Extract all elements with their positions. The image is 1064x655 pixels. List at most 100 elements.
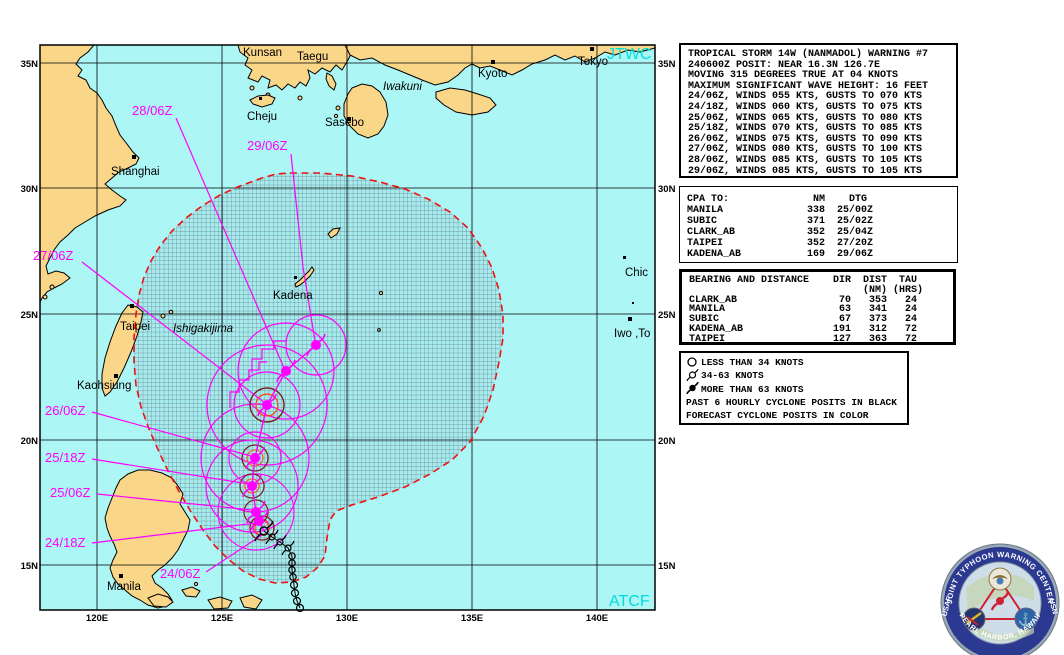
warning-line: 25/06Z, WINDS 065 KTS, GUSTS TO 080 KTS (688, 112, 923, 124)
stepped-wind-radius (251, 340, 286, 373)
legend-panel: LESS THAN 34 KNOTS 34-63 KNOTS MORE THAN… (679, 351, 909, 425)
warning-line: 24/18Z, WINDS 060 KTS, GUSTS TO 075 KTS (688, 101, 923, 113)
seal-top-emblem (988, 567, 1012, 591)
island-ph (207, 596, 233, 610)
island-dot (49, 284, 55, 290)
label-kaohsiung: Kaohsiung (77, 380, 131, 392)
bearing-row: SUBIC 67 373 24 (689, 314, 918, 326)
island-dot (297, 95, 303, 101)
less-than-34-icon (686, 355, 701, 373)
legend-note: FORECAST CYCLONE POSITS IN COLOR (686, 410, 907, 423)
warning-line: TROPICAL STORM 14W (NANMADOL) WARNING #7 (688, 49, 929, 60)
lon-140E: 140E (586, 613, 608, 624)
chichi-marker (623, 256, 626, 259)
iwoto-marker (628, 317, 632, 321)
leader-25-06Z (96, 493, 253, 511)
bearing-header: BEARING AND DISTANCE DIR DIST TAU (689, 275, 918, 286)
warning-line: 25/18Z, WINDS 070 KTS, GUSTS TO 085 KTS (688, 123, 923, 135)
label-cheju: Cheju (247, 111, 277, 123)
leader-28-06Z (175, 117, 285, 369)
lon-120E: 120E (86, 613, 108, 624)
label-28-06Z: 28/06Z (132, 103, 173, 118)
track-dtg-labels: 28/06Z 29/06Z 27/06Z 26/06Z 25/18Z 25/06… (33, 103, 288, 581)
city-labels: Kunsan Taegu Cheju Shanghai Kyoto Tokyo … (77, 47, 650, 593)
label-26-06Z: 26/06Z (45, 403, 86, 418)
typhoon-gt-63-icon (686, 381, 701, 399)
seal-map-art (964, 573, 1034, 642)
leader-lines (81, 117, 316, 573)
jtwc-seal: ⚓ ★ JOINT TYPHOON WARNING CENTER ★ PEARL… (936, 543, 1060, 655)
label-27-06Z: 27/06Z (33, 248, 74, 263)
cpa-panel: CPA TO: NM DTG MANILA 338 25/00Z SUBIC 3… (679, 186, 958, 263)
label-kyoto: Kyoto (478, 68, 507, 80)
label-iwakuni: Iwakuni (383, 81, 422, 93)
island-dot (378, 290, 384, 296)
jtwc-watermark: JTWC (607, 46, 651, 63)
lat-20N-left: 20N (21, 436, 39, 447)
lat-35N-right: 35N (658, 59, 676, 70)
lat-30N-left: 30N (21, 184, 39, 195)
land-luzon (104, 469, 191, 609)
leader-26-06Z (91, 411, 252, 457)
land-kyushu (343, 83, 389, 139)
past-track (263, 529, 305, 613)
city-markers (114, 47, 634, 578)
label-25-18Z: 25/18Z (45, 450, 86, 465)
label-manila: Manila (107, 581, 141, 593)
lat-30N-right: 30N (658, 184, 676, 195)
sasebo-marker (347, 117, 351, 121)
lat-25N-right: 25N (658, 310, 676, 321)
label-iwoto: Iwo ,To (614, 328, 650, 340)
leader-24-06Z (205, 534, 263, 573)
cpa-row: KADENA_AB 169 29/06Z (687, 249, 874, 260)
shanghai-marker (132, 155, 136, 159)
label-taipei: Taipei (120, 321, 150, 333)
island-dot (42, 294, 48, 300)
label-29-06Z: 29/06Z (247, 138, 288, 153)
danger-area-border (133, 172, 504, 584)
bearing-header: (NM) (HRS) (689, 284, 924, 296)
leader-24-18Z (91, 522, 257, 544)
label-tokyo: Tokyo (578, 56, 608, 68)
label-ishigakijima: Ishigakijima (173, 323, 233, 335)
leader-29-06Z (290, 153, 316, 342)
kaohsiung-marker (114, 374, 118, 378)
warning-line: 26/06Z, WINDS 075 KTS, GUSTS TO 090 KTS (688, 133, 923, 145)
island-dot (193, 581, 199, 587)
warning-line: 28/06Z, WINDS 085 KTS, GUSTS TO 105 KTS (688, 154, 923, 166)
kadena-marker (294, 276, 297, 279)
warning-line: 240600Z POSIT: NEAR 16.3N 126.7E (688, 59, 881, 71)
typhoon-track-map: Kunsan Taegu Cheju Shanghai Kyoto Tokyo … (21, 44, 676, 624)
legend-note: PAST 6 HOURLY CYCLONE POSITS IN BLACK (686, 397, 907, 410)
warning-line: MOVING 315 DEGREES TRUE AT 04 KNOTS (688, 70, 899, 82)
leader-27-06Z (81, 261, 266, 404)
island-ph (147, 593, 174, 608)
label-25-06Z: 25/06Z (50, 485, 91, 500)
label-24-18Z: 24/18Z (45, 535, 86, 550)
wind-radii (200, 314, 347, 551)
island-cheju (249, 94, 276, 108)
seal-left-emblem (962, 607, 986, 631)
lon-125E: 125E (211, 613, 233, 624)
legend-note-text: FORECAST CYCLONE POSITS IN COLOR (686, 410, 869, 422)
lat-35N-left: 35N (21, 59, 39, 70)
label-chichi: Chic (625, 267, 648, 279)
lon-135E: 135E (461, 613, 483, 624)
bearing-row: MANILA 63 341 24 (689, 304, 918, 316)
label-sasebo: Sasebo (325, 117, 364, 129)
warning-line: 29/06Z, WINDS 085 KTS, GUSTS TO 105 KTS (688, 165, 923, 177)
cpa-header: CPA TO: NM DTG (687, 194, 868, 205)
warning-line: 27/06Z, WINDS 080 KTS, GUSTS TO 100 KTS (688, 144, 923, 156)
warning-text-panel: TROPICAL STORM 14W (NANMADOL) WARNING #7… (679, 43, 958, 178)
lat-15N-right: 15N (658, 561, 676, 572)
cheju-marker (259, 97, 262, 100)
tokyo-marker (590, 47, 594, 51)
legend-row: LESS THAN 34 KNOTS (686, 355, 907, 373)
legend-label: MORE THAN 63 KNOTS (701, 383, 804, 395)
seal-typhoon-icon (990, 591, 1010, 611)
warning-line: 24/06Z, WINDS 055 KTS, GUSTS TO 070 KTS (688, 91, 923, 103)
cpa-row: SUBIC 371 25/02Z (687, 216, 874, 227)
bearing-row: TAIPEI 127 363 72 (689, 333, 918, 345)
anchor-icon: ⚓ (1018, 612, 1034, 627)
